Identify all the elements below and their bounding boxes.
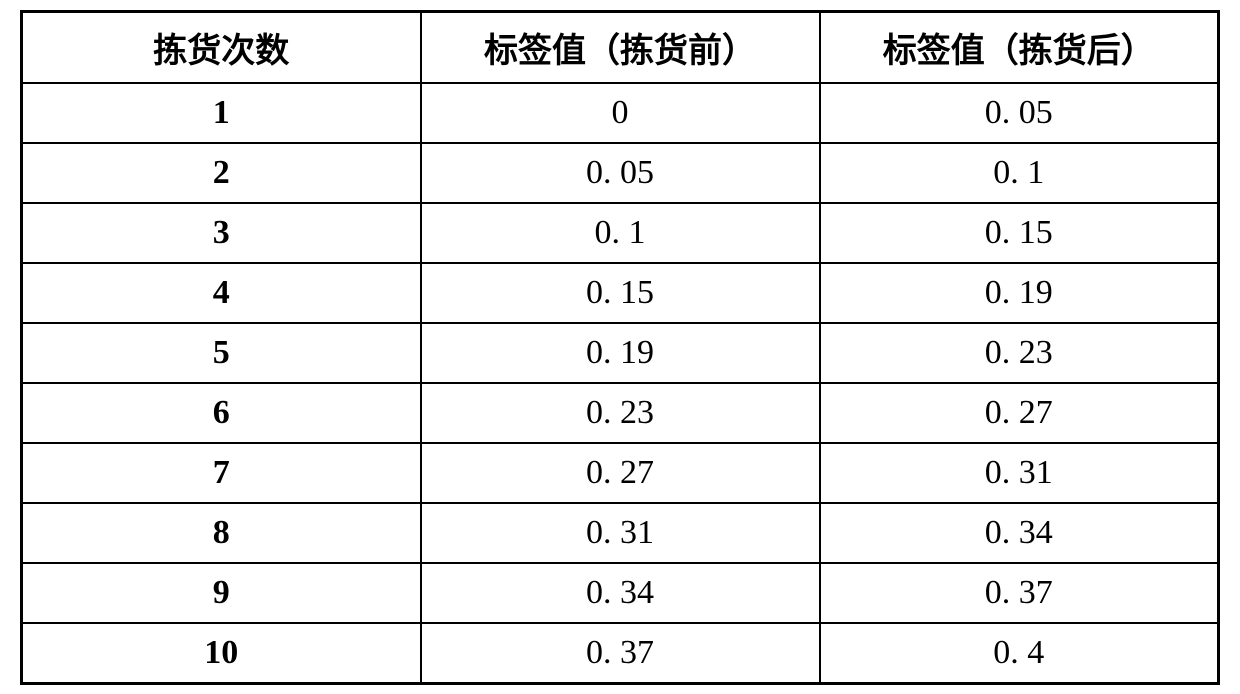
cell-pick-count: 9 <box>22 563 421 623</box>
cell-label-before: 0. 15 <box>421 263 820 323</box>
table-row: 10 0. 37 0. 4 <box>22 623 1219 684</box>
cell-label-before: 0 <box>421 83 820 143</box>
table-body: 1 0 0. 05 2 0. 05 0. 1 3 0. 1 0. 15 4 0.… <box>22 83 1219 684</box>
cell-label-after: 0. 23 <box>820 323 1219 383</box>
cell-pick-count: 10 <box>22 623 421 684</box>
table-row: 5 0. 19 0. 23 <box>22 323 1219 383</box>
cell-pick-count: 4 <box>22 263 421 323</box>
cell-pick-count: 3 <box>22 203 421 263</box>
cell-label-before: 0. 34 <box>421 563 820 623</box>
cell-pick-count: 6 <box>22 383 421 443</box>
table-header-row: 拣货次数 标签值（拣货前） 标签值（拣货后） <box>22 11 1219 83</box>
data-table: 拣货次数 标签值（拣货前） 标签值（拣货后） 1 0 0. 05 2 0. 05… <box>20 10 1220 685</box>
cell-label-after: 0. 27 <box>820 383 1219 443</box>
table-row: 2 0. 05 0. 1 <box>22 143 1219 203</box>
cell-label-before: 0. 23 <box>421 383 820 443</box>
cell-label-after: 0. 4 <box>820 623 1219 684</box>
cell-pick-count: 2 <box>22 143 421 203</box>
cell-label-after: 0. 1 <box>820 143 1219 203</box>
cell-label-before: 0. 05 <box>421 143 820 203</box>
cell-label-after: 0. 31 <box>820 443 1219 503</box>
cell-label-after: 0. 19 <box>820 263 1219 323</box>
cell-pick-count: 7 <box>22 443 421 503</box>
table-row: 3 0. 1 0. 15 <box>22 203 1219 263</box>
column-header-label-after: 标签值（拣货后） <box>820 11 1219 83</box>
cell-pick-count: 5 <box>22 323 421 383</box>
column-header-pick-count: 拣货次数 <box>22 11 421 83</box>
cell-pick-count: 8 <box>22 503 421 563</box>
cell-label-before: 0. 19 <box>421 323 820 383</box>
cell-label-before: 0. 27 <box>421 443 820 503</box>
cell-label-after: 0. 15 <box>820 203 1219 263</box>
table-row: 8 0. 31 0. 34 <box>22 503 1219 563</box>
table-row: 7 0. 27 0. 31 <box>22 443 1219 503</box>
cell-label-before: 0. 1 <box>421 203 820 263</box>
cell-label-after: 0. 05 <box>820 83 1219 143</box>
column-header-label-before: 标签值（拣货前） <box>421 11 820 83</box>
table-row: 6 0. 23 0. 27 <box>22 383 1219 443</box>
cell-pick-count: 1 <box>22 83 421 143</box>
cell-label-before: 0. 37 <box>421 623 820 684</box>
cell-label-before: 0. 31 <box>421 503 820 563</box>
cell-label-after: 0. 37 <box>820 563 1219 623</box>
table-container: 拣货次数 标签值（拣货前） 标签值（拣货后） 1 0 0. 05 2 0. 05… <box>20 10 1220 685</box>
cell-label-after: 0. 34 <box>820 503 1219 563</box>
table-header: 拣货次数 标签值（拣货前） 标签值（拣货后） <box>22 11 1219 83</box>
table-row: 9 0. 34 0. 37 <box>22 563 1219 623</box>
table-row: 1 0 0. 05 <box>22 83 1219 143</box>
table-row: 4 0. 15 0. 19 <box>22 263 1219 323</box>
